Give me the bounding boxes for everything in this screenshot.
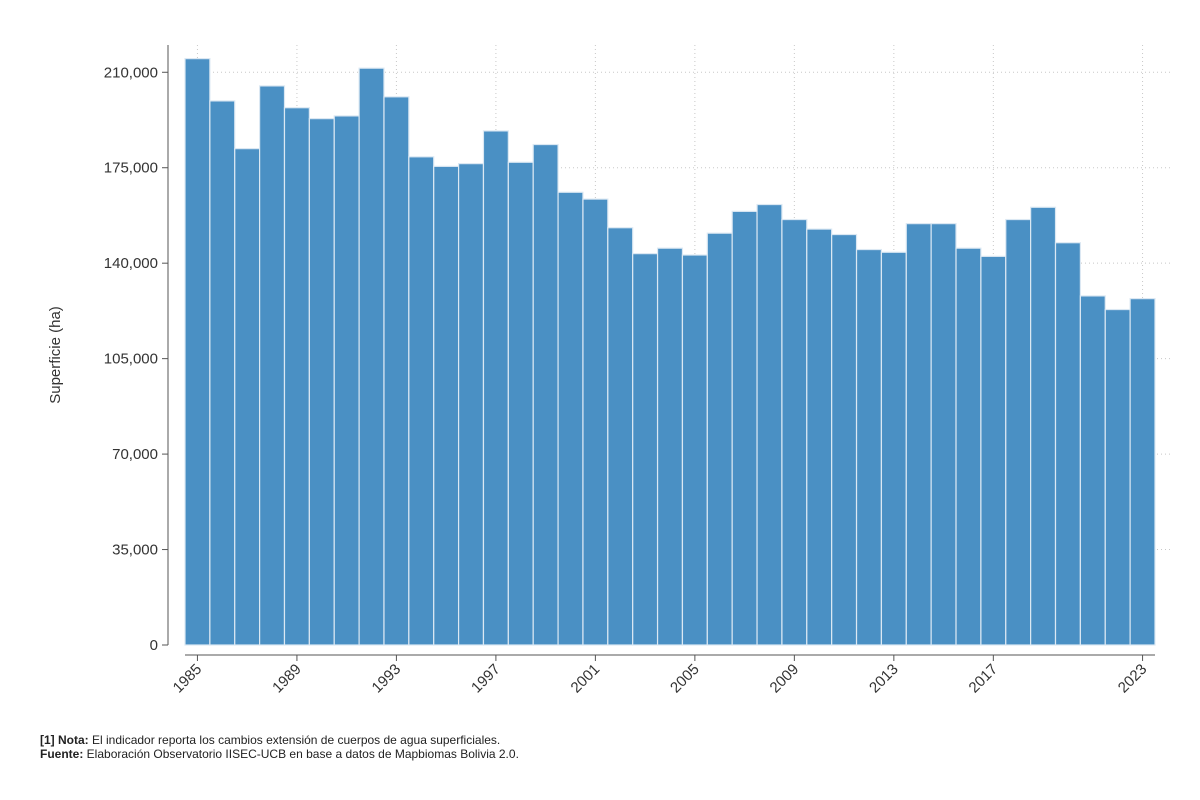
y-tick-label: 70,000: [112, 446, 158, 463]
bar-2000: [557, 191, 584, 646]
bar-2011: [831, 233, 858, 646]
bar-1996: [457, 163, 485, 646]
y-tick-label: 140,000: [104, 255, 158, 272]
source-text: Elaboración Observatorio IISEC-UCB en ba…: [83, 747, 519, 761]
bars: [184, 58, 1156, 646]
y-axis-title: Superficie (ha): [47, 306, 64, 404]
footnotes: [1] Nota: El indicador reporta los cambi…: [40, 733, 519, 761]
bar-2014: [905, 223, 932, 646]
bar-2009: [781, 218, 808, 646]
bar-2013: [880, 251, 907, 646]
bar-1991: [333, 115, 360, 646]
bar-2022: [1104, 308, 1131, 646]
bar-2005: [681, 254, 708, 646]
bar-1988: [259, 85, 286, 646]
bar-2021: [1079, 295, 1106, 646]
bar-1999: [532, 143, 559, 646]
bar-2015: [930, 223, 957, 646]
x-tick-labels: 1985 1989 1993 1997 2001 2005 2009 2013 2017 2023: [170, 661, 1151, 697]
bar-2003: [632, 253, 659, 646]
bar-chart: 0 35,000 70,000 105,000 140,000 175,000 210,00…: [47, 45, 1170, 697]
bar-2001: [582, 198, 609, 646]
note-line: [1] Nota: El indicador reporta los cambi…: [40, 733, 519, 747]
bar-2010: [806, 228, 833, 646]
bar-2019: [1030, 206, 1057, 646]
y-tick-label: 105,000: [104, 351, 158, 368]
x-tick-label: 2005: [667, 661, 703, 697]
bar-1992: [358, 67, 385, 646]
y-tick-label: 210,000: [104, 64, 158, 81]
bar-2016: [955, 247, 982, 646]
x-tick-label: 2023: [1115, 661, 1151, 697]
axes: [162, 45, 1155, 661]
bar-2018: [1005, 218, 1032, 646]
bar-1998: [507, 161, 534, 646]
x-tick-label: 1997: [468, 661, 504, 697]
x-tick-label: 2001: [568, 661, 604, 697]
bar-1985: [184, 58, 211, 646]
bar-1994: [408, 156, 435, 646]
bar-2017: [980, 255, 1007, 646]
bar-1997: [482, 130, 509, 646]
source-line: Fuente: Elaboración Observatorio IISEC-U…: [40, 747, 519, 761]
bar-2004: [656, 247, 684, 646]
bar-1993: [383, 96, 410, 646]
bar-2020: [1054, 242, 1081, 646]
x-tick-label: 1993: [369, 661, 405, 697]
bar-1987: [234, 148, 261, 646]
bar-1989: [283, 107, 310, 646]
source-label: Fuente:: [40, 747, 84, 761]
y-tick-label: 0: [150, 637, 158, 654]
bar-2002: [607, 227, 634, 646]
y-tick-label: 35,000: [112, 542, 158, 559]
note-text: El indicador reporta los cambios extensi…: [88, 733, 501, 747]
x-tick-label: 1985: [170, 661, 206, 697]
y-tick-label: 175,000: [104, 160, 158, 177]
bar-2007: [731, 210, 758, 646]
x-tick-label: 2017: [966, 661, 1002, 697]
bar-2008: [756, 203, 783, 646]
bar-2006: [706, 232, 733, 646]
x-tick-label: 2009: [767, 661, 803, 697]
x-tick-label: 2013: [866, 661, 902, 697]
bar-1990: [308, 118, 335, 646]
x-tick-label: 1989: [269, 661, 305, 697]
bar-1995: [433, 165, 460, 646]
y-tick-labels: 0 35,000 70,000 105,000 140,000 175,000 210,00…: [104, 64, 158, 654]
bar-1986: [209, 100, 236, 646]
note-label: [1] Nota:: [40, 733, 89, 747]
bar-2012: [855, 248, 883, 646]
bar-2023: [1129, 298, 1156, 646]
